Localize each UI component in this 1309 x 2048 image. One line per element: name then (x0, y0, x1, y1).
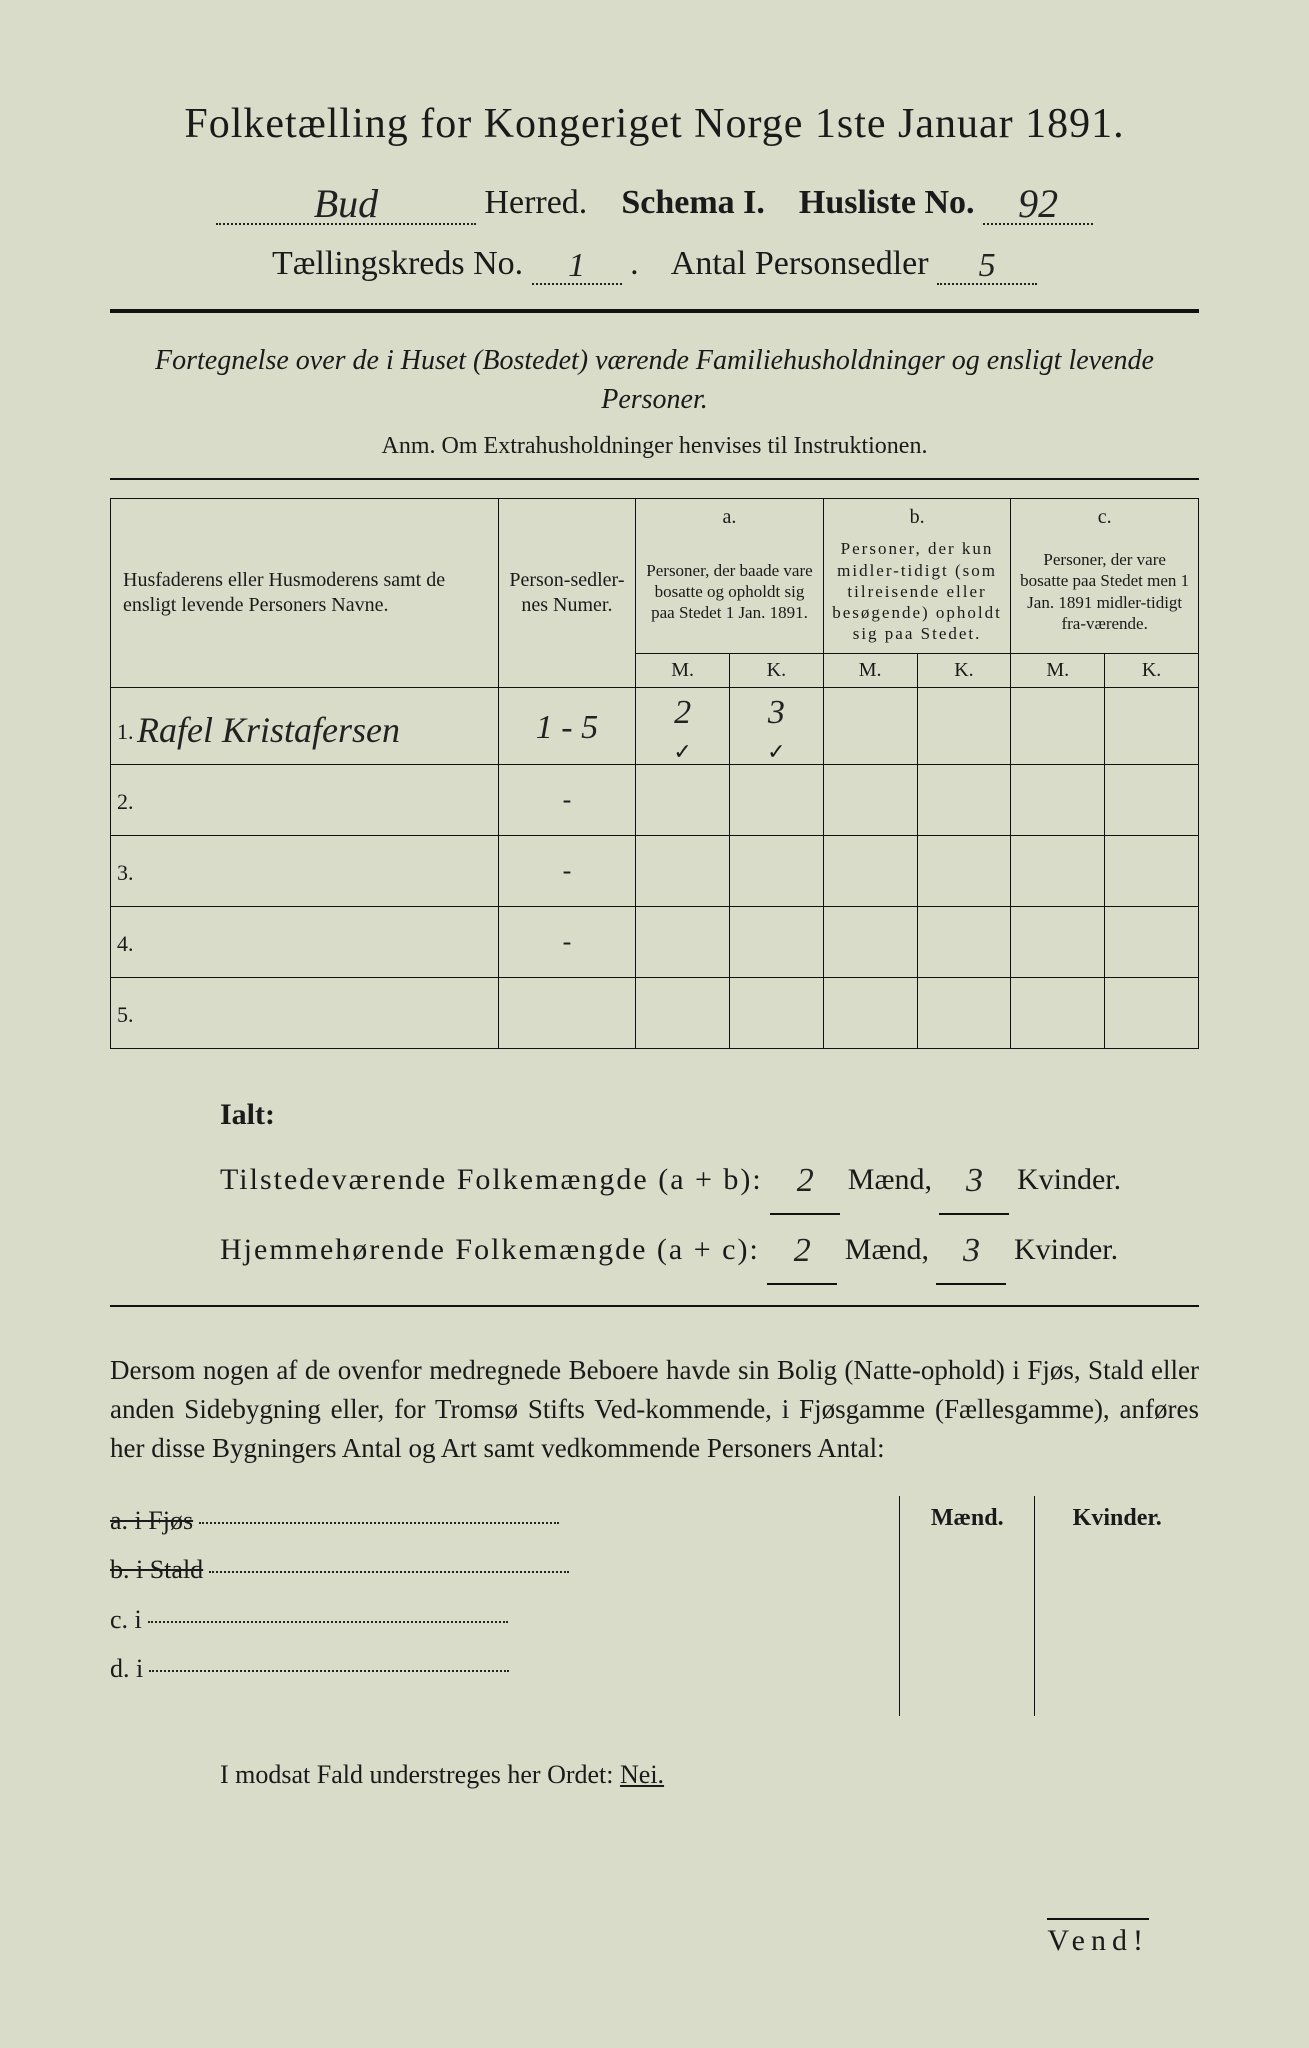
totals-line-2: Hjemmehørende Folkemængde (a + c): 2 Mæn… (220, 1215, 1199, 1285)
l2-k: 3 (963, 1232, 980, 1269)
mk-maend: Mænd. (900, 1496, 1035, 1540)
table-row: 3. - (111, 835, 1199, 906)
household-table: Husfaderens eller Husmoderens samt de en… (110, 498, 1199, 1048)
table-row: 1.Rafel Kristafersen 1 - 5 2✓ 3✓ (111, 687, 1199, 764)
schema-label: Schema I. (621, 184, 765, 221)
col-a-header: Personer, der baade vare bosatte og opho… (636, 534, 824, 653)
census-form-page: Folketælling for Kongeriget Norge 1ste J… (0, 0, 1309, 2048)
col-b-header: Personer, der kun midler-tidigt (som til… (823, 534, 1011, 653)
col-a-k: K. (729, 653, 823, 687)
col-a-m: M. (636, 653, 730, 687)
col-name-header: Husfaderens eller Husmoderens samt de en… (111, 499, 499, 687)
row1-aM: 2 (674, 694, 691, 731)
col-c-header: Personer, der vare bosatte paa Stedet me… (1011, 534, 1199, 653)
mk-kvinder: Kvinder. (1035, 1496, 1199, 1540)
list-a: a. i Fjøs (110, 1496, 879, 1545)
table-row: 2. - (111, 764, 1199, 835)
antal-value: 5 (979, 247, 996, 284)
col-num-header: Person-sedler-nes Numer. (498, 499, 636, 687)
herred-label: Herred. (484, 184, 587, 221)
totals-block: Ialt: Tilstedeværende Folkemængde (a + b… (220, 1085, 1199, 1285)
row1-num: 1 - 5 (536, 709, 598, 746)
husliste-label: Husliste No. (799, 184, 975, 221)
ialt-label: Ialt: (220, 1085, 1199, 1145)
instruction-text: Fortegnelse over de i Huset (Bostedet) v… (110, 341, 1199, 419)
col-c-m: M. (1011, 653, 1105, 687)
kreds-value: 1 (568, 247, 585, 284)
husliste-value: 92 (1018, 181, 1058, 226)
row1-aK: 3 (768, 694, 785, 731)
col-b-top: b. (823, 499, 1011, 535)
col-a-top: a. (636, 499, 824, 535)
col-b-k: K. (917, 653, 1011, 687)
list-d: d. i (110, 1644, 879, 1693)
antal-label: Antal Personsedler (671, 245, 929, 282)
col-c-k: K. (1105, 653, 1199, 687)
list-b: b. i Stald (110, 1545, 879, 1594)
list-c: c. i (110, 1595, 879, 1644)
header-line-2: Tællingskreds No. 1 . Antal Personsedler… (110, 245, 1199, 285)
l2-m: 2 (794, 1232, 811, 1269)
totals-line-1: Tilstedeværende Folkemængde (a + b): 2 M… (220, 1145, 1199, 1215)
mk-table: Mænd.Kvinder. (899, 1496, 1199, 1716)
outbuilding-paragraph: Dersom nogen af de ovenfor medregnede Be… (110, 1351, 1199, 1468)
col-c-top: c. (1011, 499, 1199, 535)
table-row: 4. - (111, 906, 1199, 977)
divider-thin (110, 478, 1199, 480)
anm-text: Anm. Om Extrahusholdninger henvises til … (110, 433, 1199, 460)
header-line-1: Bud Herred. Schema I. Husliste No. 92 (110, 176, 1199, 225)
divider-thin-2 (110, 1305, 1199, 1307)
herred-value: Bud (314, 181, 378, 226)
l1-m: 2 (797, 1162, 814, 1199)
col-b-m: M. (823, 653, 917, 687)
kreds-label: Tællingskreds No. (272, 245, 523, 282)
table-row: 5. (111, 977, 1199, 1048)
row1-name: Rafel Kristafersen (137, 710, 400, 750)
divider (110, 309, 1199, 313)
outbuilding-list: a. i Fjøs b. i Stald c. i d. i Mænd.Kvin… (110, 1496, 1199, 1716)
l1-k: 3 (966, 1162, 983, 1199)
vend-label: Vend! (1047, 1918, 1149, 1958)
nei-line: I modsat Fald understreges her Ordet: Ne… (220, 1760, 1199, 1790)
page-title: Folketælling for Kongeriget Norge 1ste J… (110, 100, 1199, 148)
nei-word: Nei. (620, 1760, 664, 1789)
